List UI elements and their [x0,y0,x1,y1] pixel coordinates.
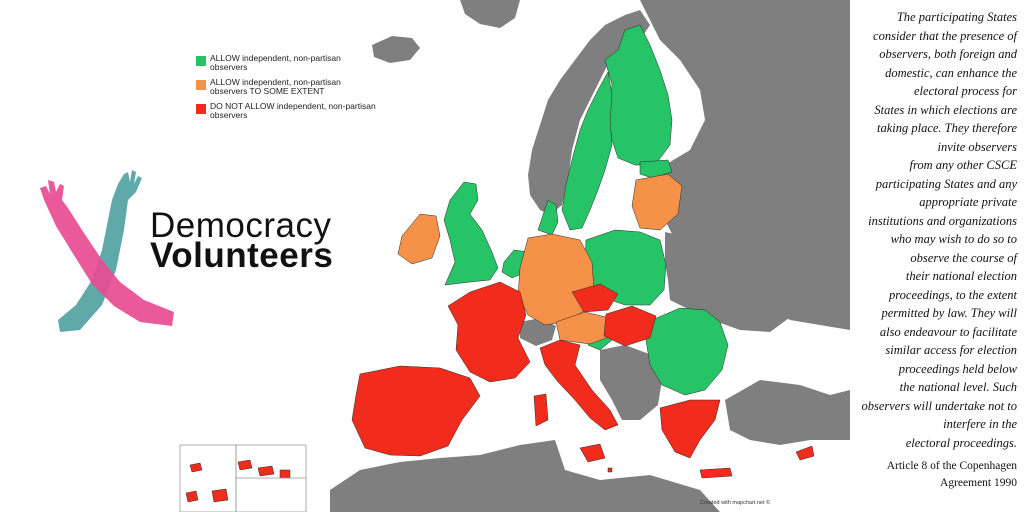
region-germany [517,233,595,326]
region-ireland [397,213,441,265]
quote-citation: Article 8 of the Copenhagen Agreement 19… [886,460,1017,489]
democracy-volunteers-logo [40,170,174,332]
brand-name-line1: Democracy [150,206,332,245]
inset-frames [179,444,307,512]
logo-teal-arm-icon [58,170,142,332]
legend-item-some-extent: ALLOW independent, non-partisan observer… [196,78,436,96]
region-latvia-lithuania [631,173,683,231]
region-czechia [571,283,619,313]
region-italy [539,339,619,431]
region-cyprus [795,445,815,461]
region-norway [528,10,650,215]
region-romania-bulgaria [645,307,729,396]
region-madeira [189,462,203,473]
region-uk [443,181,499,286]
logo-pink-arm-icon [40,180,174,326]
region-iceland [372,36,420,63]
legend-item-allow: ALLOW independent, non-partisan observer… [196,54,436,72]
quote-text: The participating States consider that t… [861,10,1017,450]
legend-label-some-extent: ALLOW independent, non-partisan observer… [210,77,341,96]
quote-panel: The participating States consider that t… [850,0,1024,512]
region-belarus-ukraine [665,232,800,332]
region-iberia [351,365,481,457]
region-france [447,281,531,383]
legend-item-do-not-allow: DO NOT ALLOW independent, non-partisan o… [196,102,436,120]
do-not-allow-countries [185,281,815,503]
some-extent-countries [397,173,683,345]
europe-map: ALLOW independent, non-partisan observer… [40,0,850,512]
brand-name-line2: Volunteers [150,236,334,275]
legend-label-do-not-allow: DO NOT ALLOW independent, non-partisan o… [210,101,376,120]
legend-swatch-do-not-allow [196,104,206,114]
region-sardinia [533,393,549,427]
region-sweden [561,71,613,231]
legend-swatch-some-extent [196,80,206,90]
legend-swatch-allow [196,56,206,66]
legend-label-allow: ALLOW independent, non-partisan observer… [210,53,341,72]
region-canary-islands [237,459,291,479]
region-balkans [600,345,662,420]
region-switzerland [520,318,556,346]
region-malta [607,467,613,473]
map-credit: Created with mapchart.net © [700,500,771,506]
region-sicily [579,443,606,463]
region-greece [659,399,721,459]
region-greenland [460,0,520,28]
region-turkey [725,380,850,445]
allow-countries [443,24,729,396]
non-member-countries [330,0,850,512]
region-azores [185,488,229,503]
region-crete [699,467,733,479]
map-canvas [179,0,850,512]
region-hungary [603,305,657,347]
region-north-africa [330,440,720,512]
legend: ALLOW independent, non-partisan observer… [196,54,436,126]
